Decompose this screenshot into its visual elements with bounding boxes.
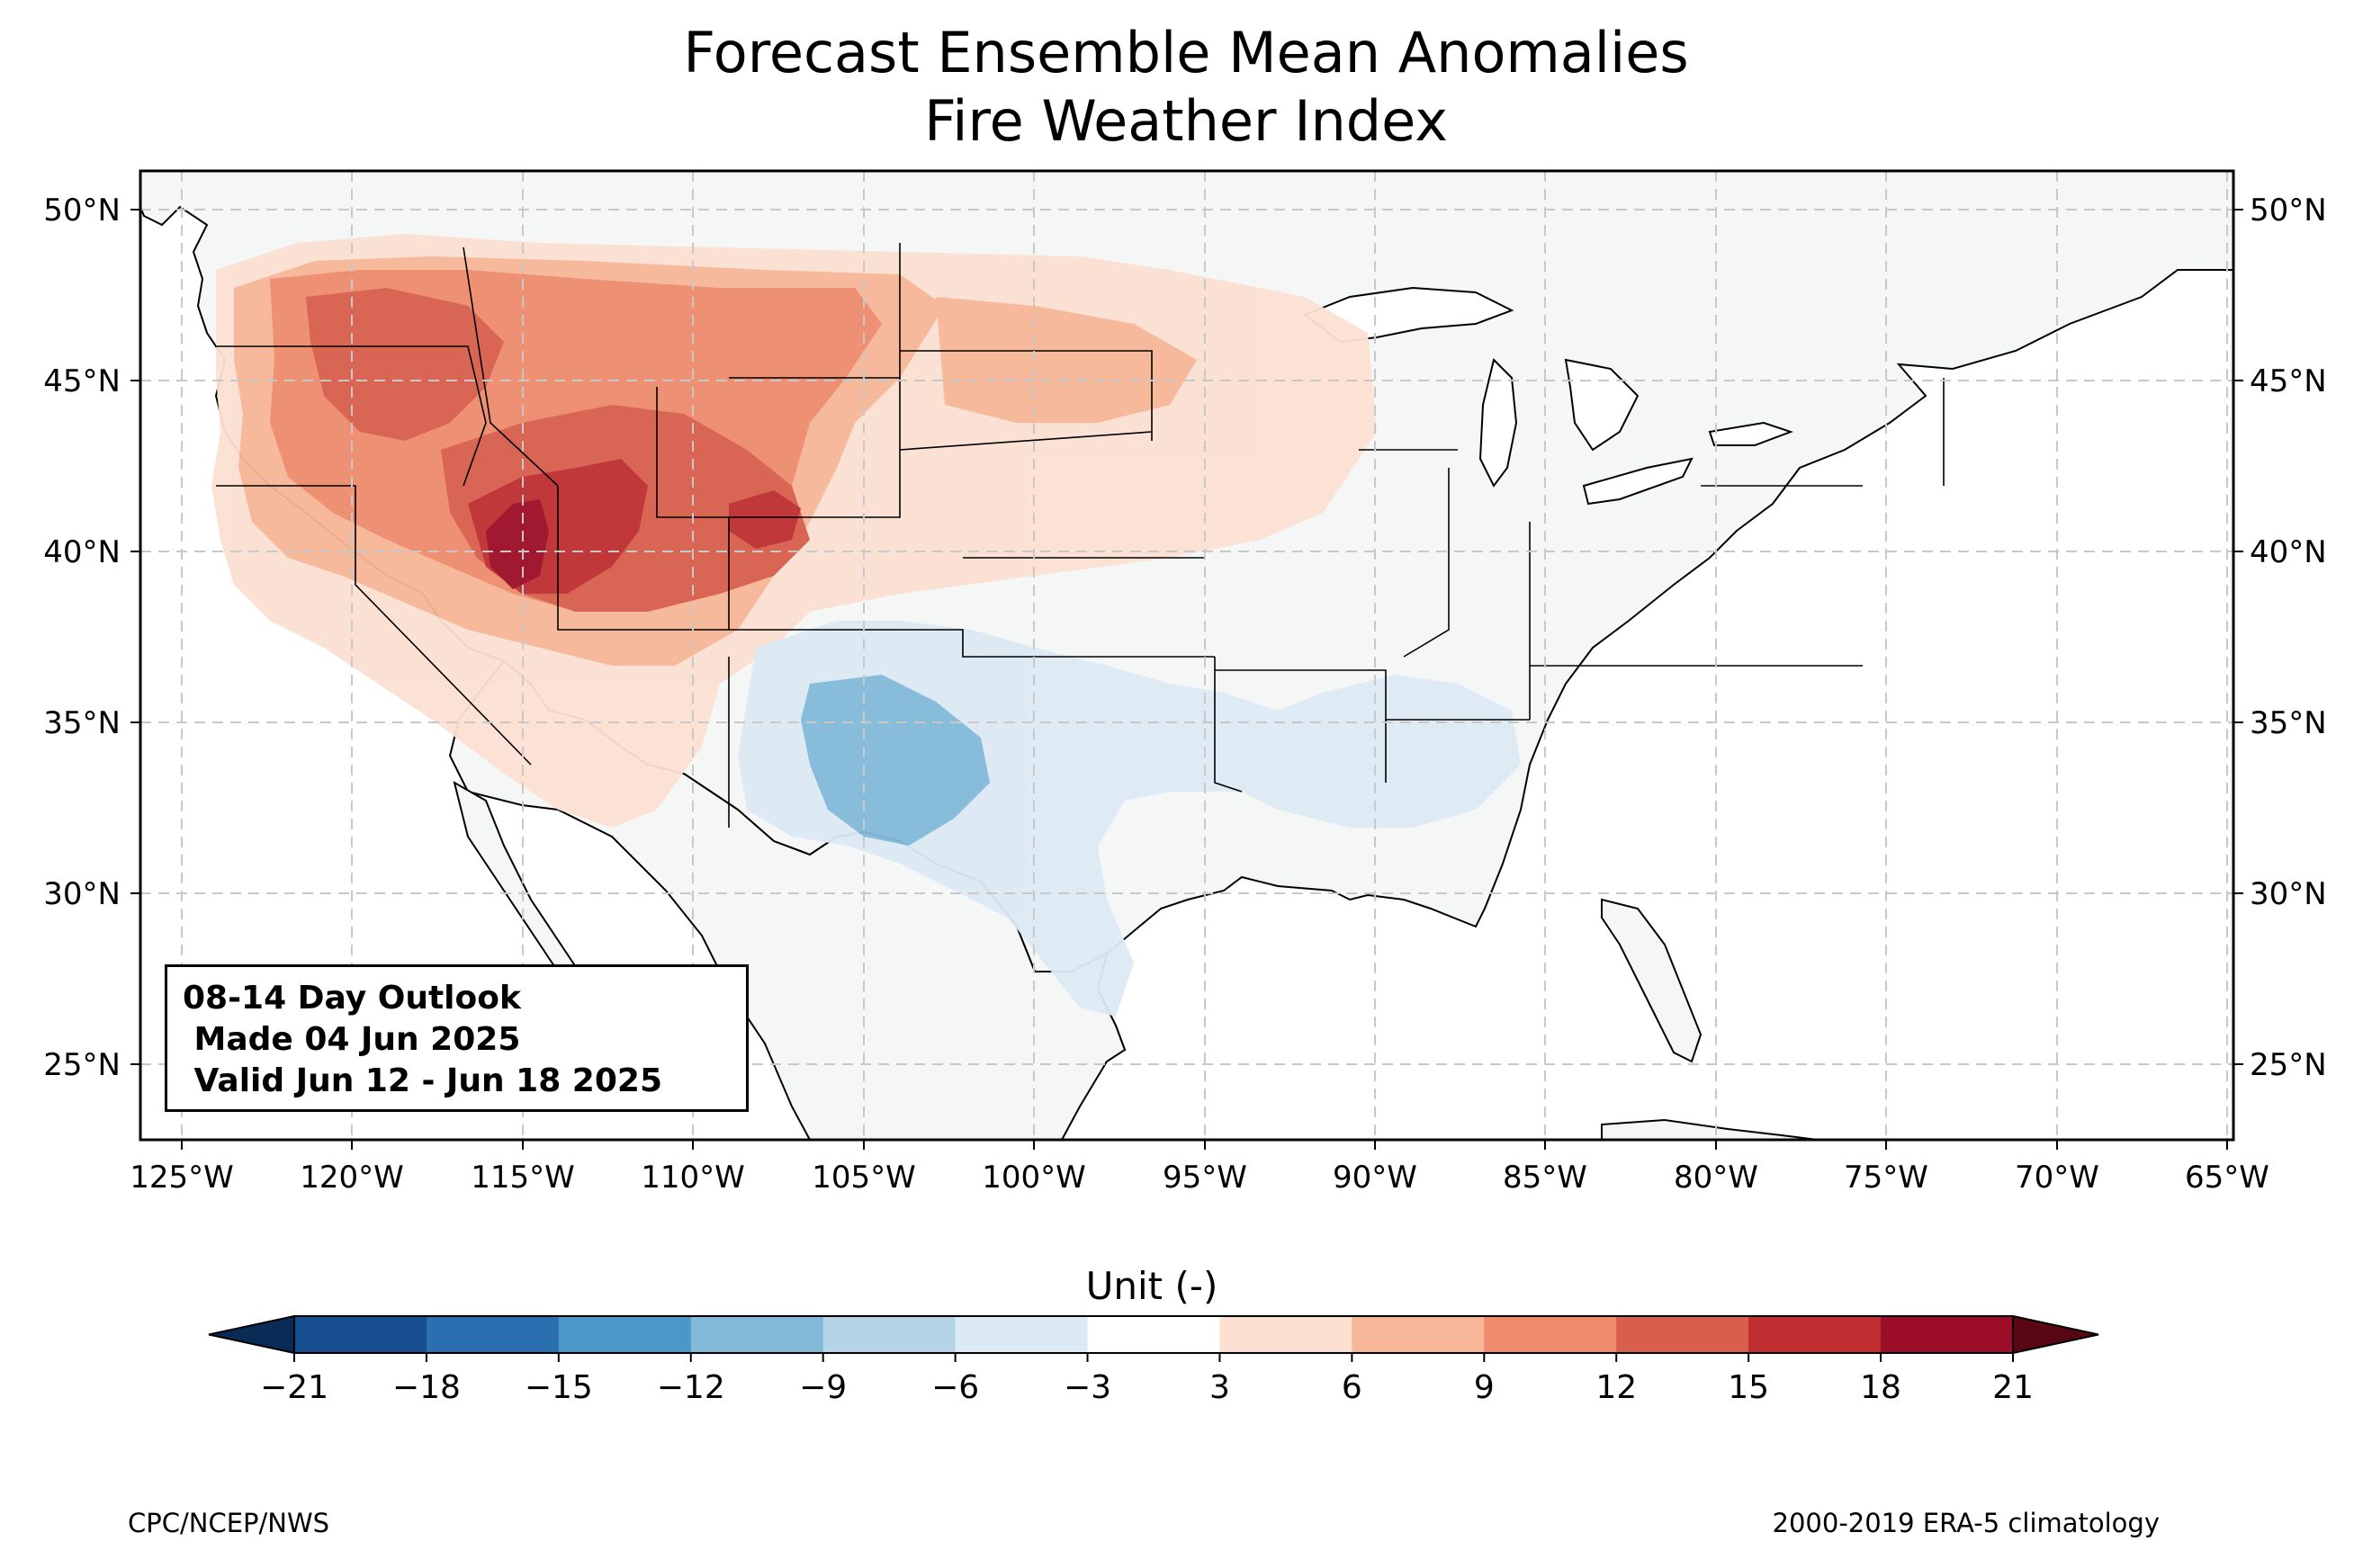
- colorbar-tick-label: −18: [392, 1369, 461, 1406]
- colorbar-tick-label: −6: [931, 1369, 979, 1406]
- lon-tick-label: 115°W: [471, 1160, 575, 1196]
- colorbar-tick-label: −9: [799, 1369, 847, 1406]
- chart-title-line1: Forecast Ensemble Mean Anomalies: [683, 20, 1689, 85]
- lake-ontario: [1708, 421, 1793, 446]
- negative-anomaly-shading: [738, 621, 1521, 1017]
- florida-land: [1601, 898, 1703, 1063]
- lon-tick-label: 85°W: [1503, 1160, 1587, 1196]
- colorbar-tick-label: 3: [1209, 1369, 1230, 1406]
- lake-erie: [1582, 457, 1694, 506]
- colorbar-segment: [1748, 1316, 1882, 1353]
- anomaly-18-21: [486, 499, 549, 589]
- colorbar-segment: [822, 1316, 957, 1353]
- colorbar-segment: [690, 1316, 824, 1353]
- lake-huron: [1564, 358, 1640, 452]
- outlook-made-date: Made 04 Jun 2025: [183, 1021, 521, 1058]
- lat-tick-labels-right: 50°N 45°N 40°N 35°N 30°N 25°N: [2250, 193, 2327, 1083]
- credit-agency: CPC/NCEP/NWS: [128, 1508, 330, 1538]
- colorbar-tick-label: 15: [1728, 1369, 1769, 1406]
- anomaly-6-9-plains: [936, 297, 1197, 423]
- colorbar-segment: [294, 1316, 427, 1353]
- colorbar-tick-label: 21: [1992, 1369, 2034, 1406]
- lat-tick-label: 45°N: [2250, 363, 2327, 399]
- lon-tick-label: 105°W: [812, 1160, 916, 1196]
- state-borders: [216, 243, 1945, 828]
- colorbar-tick-label: 18: [1860, 1369, 1901, 1406]
- lon-tick-label: 75°W: [1844, 1160, 1928, 1196]
- lon-tick-label: 125°W: [130, 1160, 234, 1196]
- lake-michigan: [1478, 358, 1518, 488]
- lat-tick-label: 25°N: [2250, 1047, 2327, 1083]
- lon-tick-labels: 125°W 120°W 115°W 110°W 105°W 100°W 95°W…: [130, 1160, 2269, 1196]
- map-frame: [139, 169, 2235, 1142]
- lat-tick-label: 50°N: [43, 193, 121, 228]
- lon-tick-label: 65°W: [2185, 1160, 2269, 1196]
- colorbar-segment: [1087, 1316, 1220, 1353]
- cuba-land: [1601, 1118, 1819, 1140]
- anomaly-12-15: [306, 288, 504, 441]
- lon-tick-label: 110°W: [641, 1160, 745, 1196]
- lat-tick-label: 35°N: [2250, 705, 2327, 741]
- chart-title-line2: Fire Weather Index: [924, 88, 1448, 154]
- lat-tick-label: 30°N: [43, 876, 121, 912]
- lat-tick-labels-left: 50°N 45°N 40°N 35°N 30°N 25°N: [43, 193, 121, 1083]
- lon-tick-label: 80°W: [1674, 1160, 1758, 1196]
- colorbar-tick-label: −3: [1064, 1369, 1111, 1406]
- colorbar-segment: [426, 1316, 560, 1353]
- outlook-info-box: 08-14 Day Outlook Made 04 Jun 2025 Valid…: [165, 964, 749, 1112]
- colorbar-segment: [558, 1316, 692, 1353]
- lon-tick-label: 95°W: [1163, 1160, 1247, 1196]
- lon-tick-label: 90°W: [1333, 1160, 1417, 1196]
- colorbar-segment: [1352, 1316, 1485, 1353]
- colorbar-segment: [1484, 1316, 1617, 1353]
- lat-tick-label: 50°N: [2250, 193, 2327, 228]
- colorbar-label: Unit (-): [1085, 1264, 1218, 1308]
- lat-tick-label: 25°N: [43, 1047, 121, 1083]
- colorbar-segment: [1881, 1316, 2014, 1353]
- lat-tick-label: 30°N: [2250, 876, 2327, 912]
- colorbar-tick-label: −21: [260, 1369, 328, 1406]
- colorbar-tick-label: −15: [525, 1369, 593, 1406]
- colorbar-tick-label: −12: [657, 1369, 725, 1406]
- lon-tick-label: 120°W: [300, 1160, 404, 1196]
- lat-tick-label: 45°N: [43, 363, 121, 399]
- anomaly-neg9-neg12: [801, 675, 990, 846]
- colorbar-under-arrow: [208, 1314, 295, 1355]
- colorbar-segment: [1616, 1316, 1749, 1353]
- lat-tick-label: 40°N: [43, 534, 121, 570]
- tick-marks: [130, 209, 2243, 1150]
- colorbar-segment: [1219, 1316, 1352, 1353]
- colorbar-frame: [293, 1315, 2014, 1354]
- colorbar-segment: [955, 1316, 1089, 1353]
- anomaly-15-18-co: [729, 490, 801, 549]
- lat-tick-label: 35°N: [43, 705, 121, 741]
- credit-climatology: 2000-2019 ERA-5 climatology: [1772, 1508, 2160, 1538]
- lon-tick-label: 70°W: [2015, 1160, 2099, 1196]
- colorbar-tick-label: 6: [1342, 1369, 1362, 1406]
- outlook-period: 08-14 Day Outlook: [183, 980, 521, 1017]
- colorbar-over-arrow: [2012, 1314, 2099, 1355]
- colorbar-tick-label: 9: [1474, 1369, 1495, 1406]
- lat-tick-label: 40°N: [2250, 534, 2327, 570]
- lon-tick-label: 100°W: [982, 1160, 1086, 1196]
- colorbar-tick-label: 12: [1595, 1369, 1637, 1406]
- outlook-valid-range: Valid Jun 12 - Jun 18 2025: [183, 1062, 663, 1099]
